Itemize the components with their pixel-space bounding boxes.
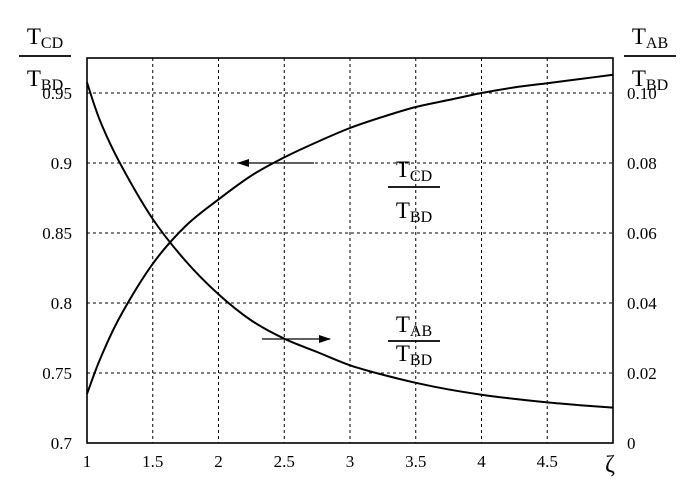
x-tick-label: 1.5 [142,452,163,471]
series-label-ab-den-main: T [396,341,410,366]
y-right-axis-label-den-main: T [632,66,646,91]
y-right-tick-label: 0.10 [627,84,657,103]
y-left-axis-label-num-sub: CD [41,35,63,52]
y-right-tick-label: 0 [627,434,636,453]
series-line-ab [86,82,614,409]
grid [87,58,613,443]
y-left-axis-label-num-main: T [27,24,41,49]
y-left-tick-label: 0.85 [42,224,72,243]
y-left-tick-label: 0.9 [51,154,72,173]
series-label-ab-num-main: T [396,312,410,337]
x-axis-label: ζ [605,452,615,478]
x-tick-label: 4 [477,452,486,471]
y-left-tick-label: 0.75 [42,364,72,383]
y-left-axis-label-den-main: T [27,66,41,91]
y-right-tick-label: 0.02 [627,364,657,383]
svg-text:TCD: TCD [27,24,63,52]
x-tick-label: 4.5 [537,452,558,471]
y-left-tick-label: 0.7 [51,434,73,453]
svg-text:TCD: TCD [396,157,432,185]
x-tick-label: 2.5 [274,452,295,471]
y-right-axis-label-den-sub: BD [646,77,668,94]
y-left-tick-label: 0.8 [51,294,72,313]
series-label-ab-num-sub: AB [410,323,432,340]
series-label-cd-num-sub: CD [410,168,432,185]
series-label-cd-den-main: T [396,198,410,223]
x-tick-label: 3.5 [405,452,426,471]
series-line-cd [86,73,614,395]
svg-text:TBD: TBD [27,66,63,94]
series-label-cd-den-sub: BD [410,209,432,226]
curves [86,73,614,409]
y-right-axis-label-num-main: T [632,24,646,49]
y-left-axis-label-den-sub: BD [41,77,63,94]
svg-text:TAB: TAB [396,312,432,340]
plot-frame [86,57,614,444]
series-label-ab-den-sub: BD [410,352,432,369]
y-right-tick-label: 0.06 [627,224,657,243]
svg-text:TAB: TAB [632,24,668,52]
x-tick-label: 2 [214,452,223,471]
y-right-tick-label: 0.08 [627,154,657,173]
y-right-axis-label-num-sub: AB [646,35,668,52]
x-tick-label: 3 [346,452,355,471]
tick-labels: 1 1.5 2 2.5 3 3.5 4 4.5 0.7 0.75 0.8 0.85 0.9 0.95 0 0.… [42,84,657,471]
svg-text:TBD: TBD [396,341,432,369]
svg-text:TBD: TBD [632,66,668,94]
x-tick-label: 1 [83,452,92,471]
series-label-cd-num-main: T [396,157,410,182]
svg-text:TBD: TBD [396,198,432,226]
y-right-tick-label: 0.04 [627,294,657,313]
y-left-tick-label: 0.95 [42,84,72,103]
